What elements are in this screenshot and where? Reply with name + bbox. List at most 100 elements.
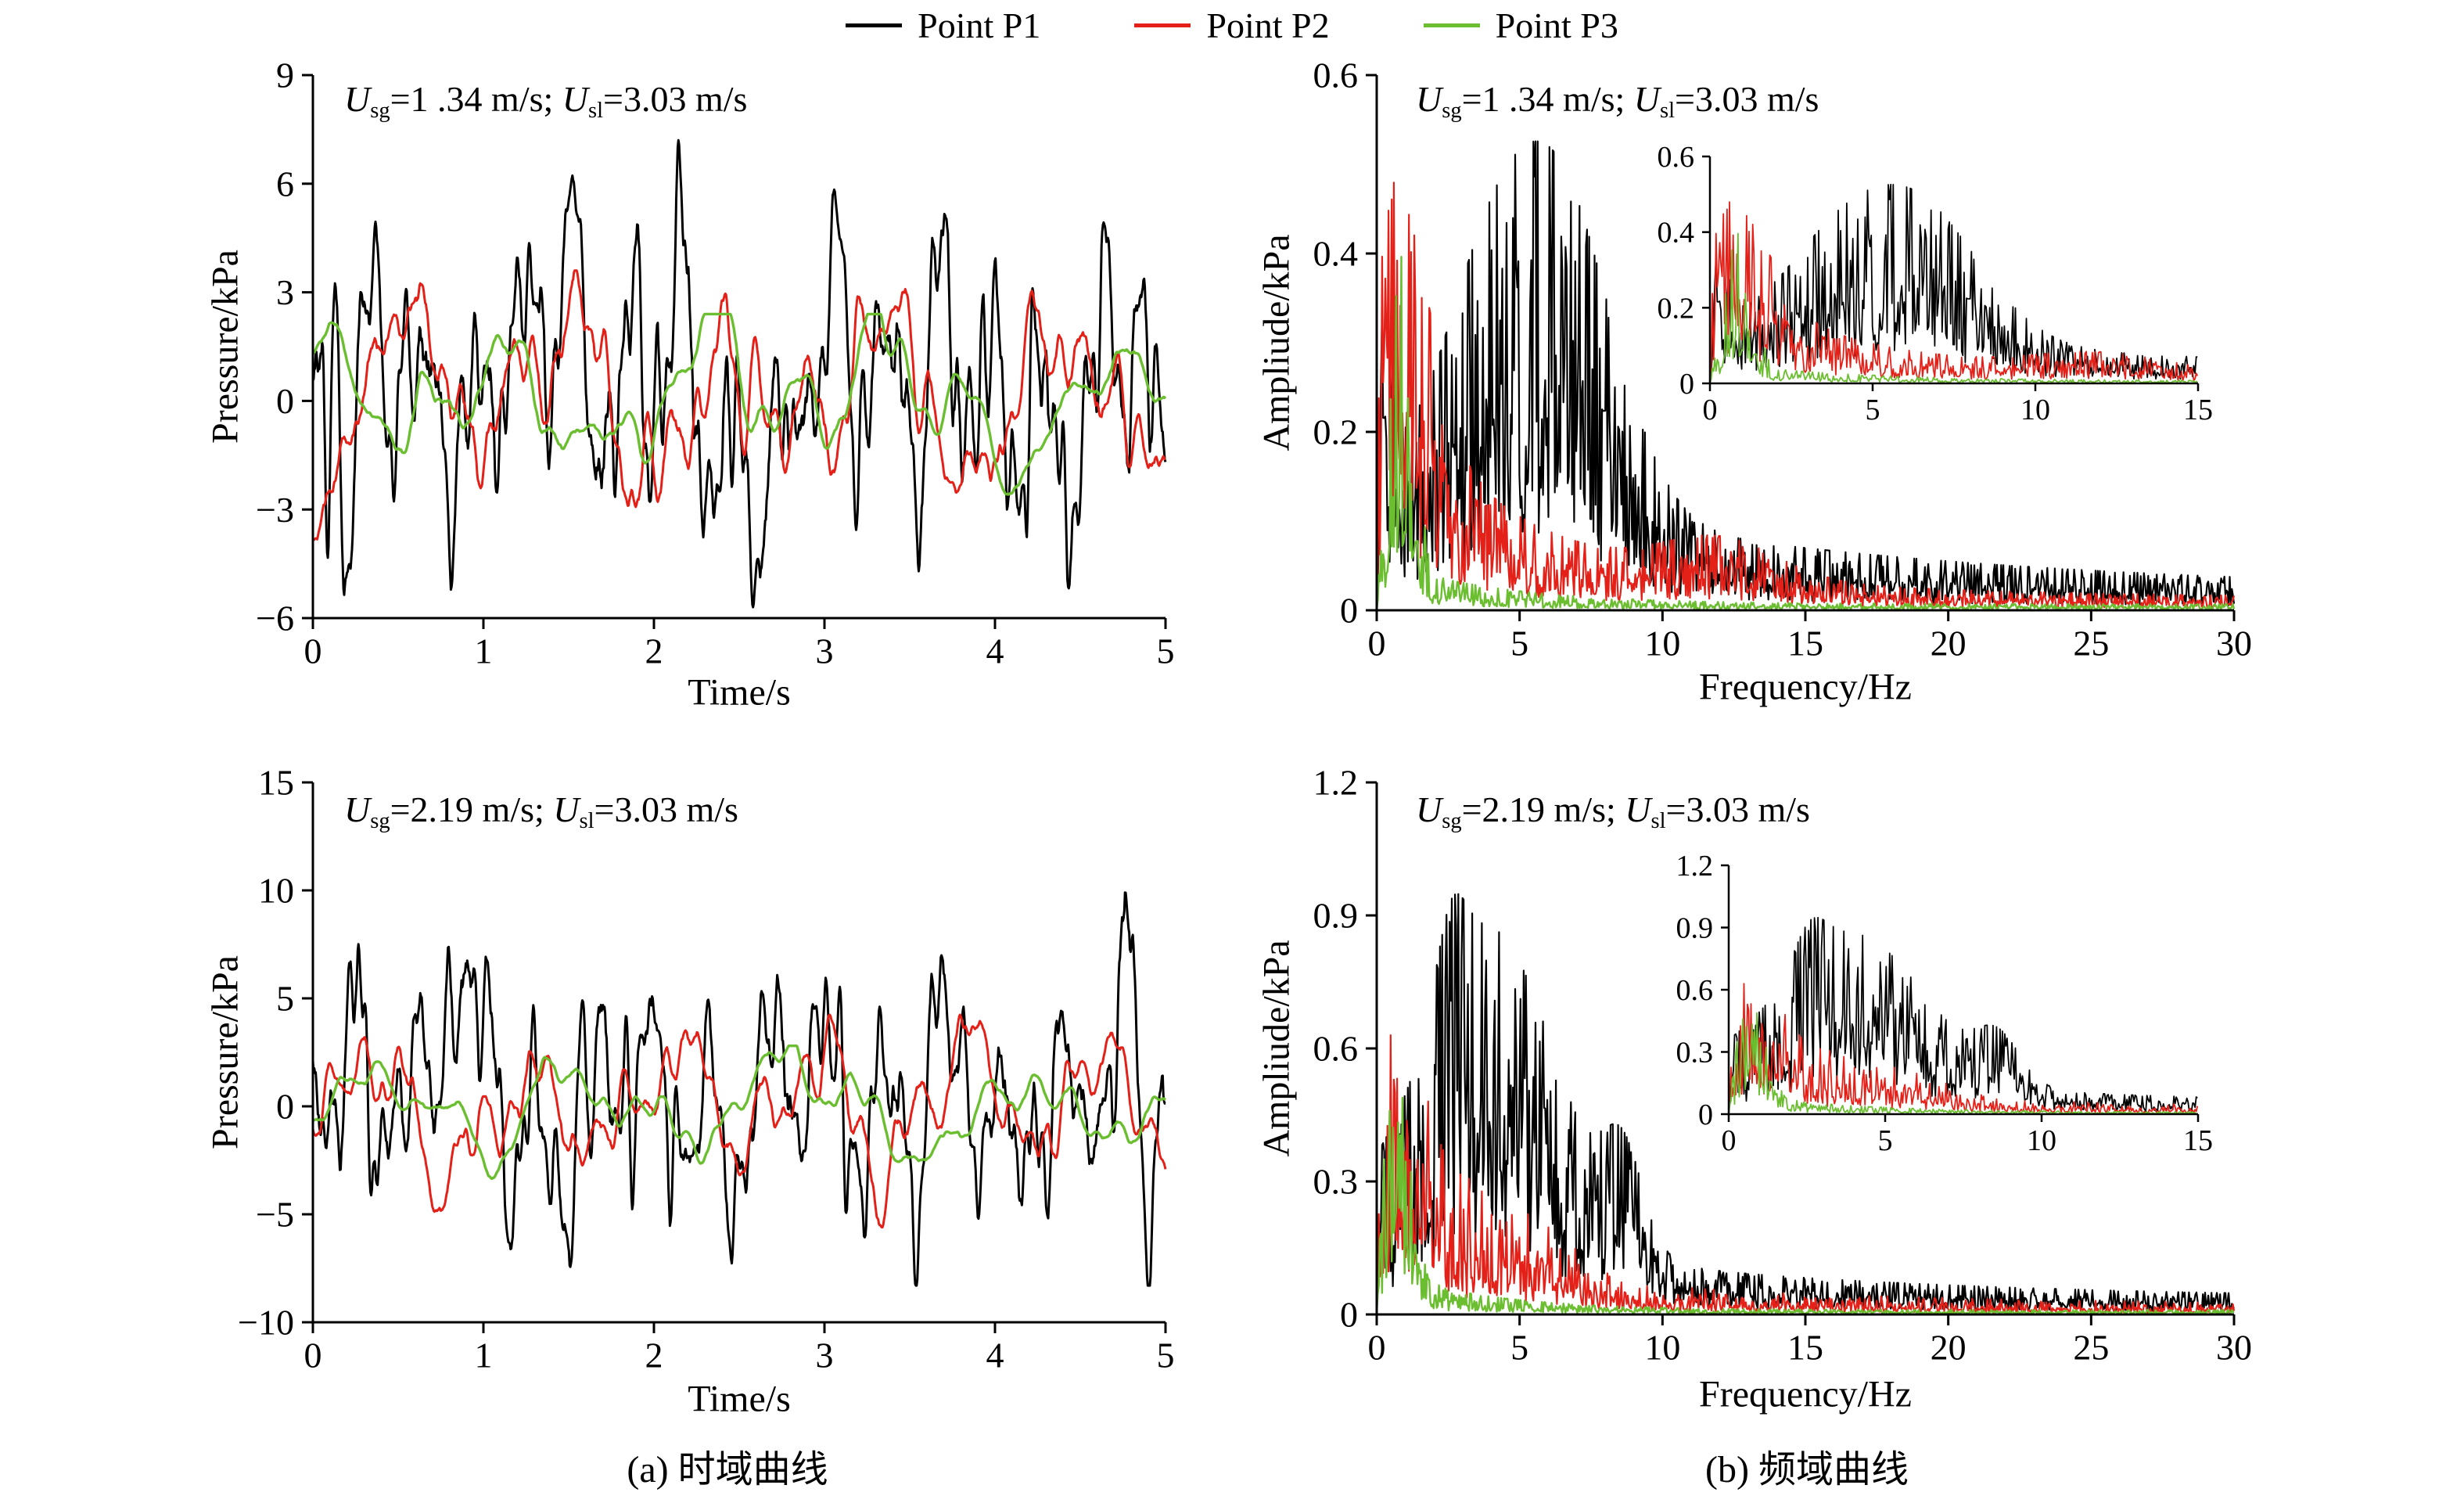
plot-area [313,891,1167,1287]
y-tick-label: 3 [276,272,294,312]
x-tick-label: 20 [1931,1328,1967,1368]
usg-symbol: U [344,79,371,119]
x-tick-label: 5 [1510,1328,1528,1368]
annotation-conditions-time-a1: Usg=1 .34 m/s; Usl=3.03 m/s [344,78,747,123]
usg-value: =2.19 m/s; [390,789,554,829]
x-tick-label: 30 [2216,1328,2252,1368]
x-axis-label-freq-a1: Frequency/Hz [1699,666,1912,708]
y-tick-label: 0.6 [1313,1029,1359,1069]
usg-subscript: sg [370,98,390,123]
x-tick-label: 5 [1157,1336,1175,1375]
caption-b: (b) 频域曲线 [1705,1449,1909,1490]
axes: 0.6 0.4 0.2 00 5 10 15 [1658,141,2214,426]
x-tick-label: 0 [1368,1328,1386,1368]
series-line-2 [1377,182,2236,610]
y-tick-label: 0.4 [1313,234,1359,274]
x-tick-label: 10 [1644,624,1680,663]
x-tick-label: 4 [986,631,1004,671]
axes: 0.60.40.200 5 10 15 20 25 30 [1313,56,2253,663]
y-tick-label: 9 [276,56,294,95]
usl-subscript: sl [588,98,604,123]
y-tick-label: 0.4 [1658,217,1695,250]
legend-item-p1: Point P1 [846,5,1040,46]
y-tick-label: 0.9 [1313,896,1359,936]
x-tick-label: 1 [475,1336,493,1375]
usg-value: =2.19 m/s; [1461,789,1625,829]
usg-symbol: U [1416,789,1442,829]
usg-subscript: sg [370,808,390,833]
y-tick-label: 0 [276,1087,294,1127]
y-tick-label: 0.2 [1313,412,1359,452]
x-tick-label: 0 [304,1336,322,1375]
usg-value: =1 .34 m/s; [1461,79,1634,119]
y-tick-label: −5 [256,1195,294,1235]
usl-symbol: U [553,789,580,829]
series-line-3 [313,312,1167,496]
y-axis-label-freq-a2: Ampliude/kPa [1255,940,1298,1157]
y-tick-label: 0.2 [1658,292,1695,325]
panel-time-domain-a2: 15 10 5 0 −5 −10 0 1 2 3 4 5 [238,763,1174,1375]
inset-series-line-1 [1729,916,2198,1114]
x-axis-label-time-a2: Time/s [688,1378,791,1420]
annotation-conditions-freq-a1: Usg=1 .34 m/s; Usl=3.03 m/s [1416,78,1819,123]
x-axis-label-time-a1: Time/s [688,671,791,714]
usl-symbol: U [562,79,589,119]
y-tick-label: 1.2 [1313,763,1359,803]
usg-symbol: U [1416,79,1442,119]
y-tick-label: 0 [1340,591,1358,631]
y-tick-label: 0.3 [1313,1162,1359,1202]
inset-series-line-3 [1710,232,2198,384]
legend-label-p2: Point P2 [1206,5,1330,45]
series-line-3 [313,1045,1166,1180]
y-tick-label: 0 [1340,1295,1358,1335]
usl-subscript: sl [1660,98,1676,123]
y-axis-label-time-a2: Pressure/kPa [204,955,246,1149]
y-tick-label: −3 [256,490,294,530]
legend-label-p3: Point P3 [1495,5,1618,45]
series-line-2 [313,269,1166,541]
panel-frequency-domain-a1: 0.60.40.200 5 10 15 20 25 300.60.40.200 5 10 15 [1313,56,2253,663]
y-tick-label: 0.6 [1676,974,1714,1007]
panel-frequency-domain-a2: 1.20.90.60.300 5 10 15 20 25 301.20.90.60.300 5… [1313,763,2253,1368]
legend-label-p1: Point P1 [918,5,1041,45]
x-tick-label: 5 [1510,624,1528,663]
usg-subscript: sg [1442,808,1462,833]
legend: Point P1 Point P2 Point P3 [0,5,2464,46]
x-tick-label: 3 [816,631,834,671]
y-tick-label: 10 [258,871,294,911]
x-tick-label: 15 [1787,1328,1823,1368]
x-tick-label: 15 [2183,394,2213,426]
series-line-1 [1377,893,2235,1314]
x-tick-label: 20 [1931,624,1967,663]
inset-series-line-3 [1729,1012,2198,1115]
usg-subscript: sg [1442,98,1462,123]
legend-line-p3-icon [1423,23,1480,27]
usl-symbol: U [1625,789,1651,829]
axes: 1.20.90.60.300 5 10 15 20 25 30 [1313,763,2253,1368]
x-tick-label: 5 [1878,1124,1893,1157]
x-tick-label: 0 [1722,1124,1737,1157]
usg-value: =1 .34 m/s; [390,79,562,119]
y-tick-label: 0.6 [1313,56,1359,95]
usg-symbol: U [344,789,371,829]
x-tick-label: 4 [986,1336,1004,1375]
x-tick-label: 2 [645,631,663,671]
inset-series-line-2 [1710,201,2199,383]
x-tick-label: 25 [2073,1328,2109,1368]
series-line-1 [313,891,1166,1287]
y-tick-label: −6 [256,599,294,638]
y-tick-label: 0.6 [1658,141,1695,174]
x-tick-label: 15 [2183,1124,2213,1157]
inset-series-line-2 [1729,983,2199,1114]
caption-a: (a) 时域曲线 [627,1449,828,1490]
legend-item-p3: Point P3 [1423,5,1618,46]
axes: 1.2 0.9 0.6 0.3 00 5 10 15 [1676,850,2214,1157]
axes: 15 10 5 0 −5 −10 0 1 2 3 4 5 [238,763,1174,1375]
usl-symbol: U [1633,79,1661,119]
x-tick-label: 5 [1866,394,1880,426]
legend-line-p1-icon [846,23,903,27]
legend-item-p2: Point P2 [1134,5,1330,46]
y-tick-label: 0.9 [1676,912,1714,944]
axes: 9 6 3 0 −3 −6 0 1 2 3 4 5 [256,56,1174,671]
